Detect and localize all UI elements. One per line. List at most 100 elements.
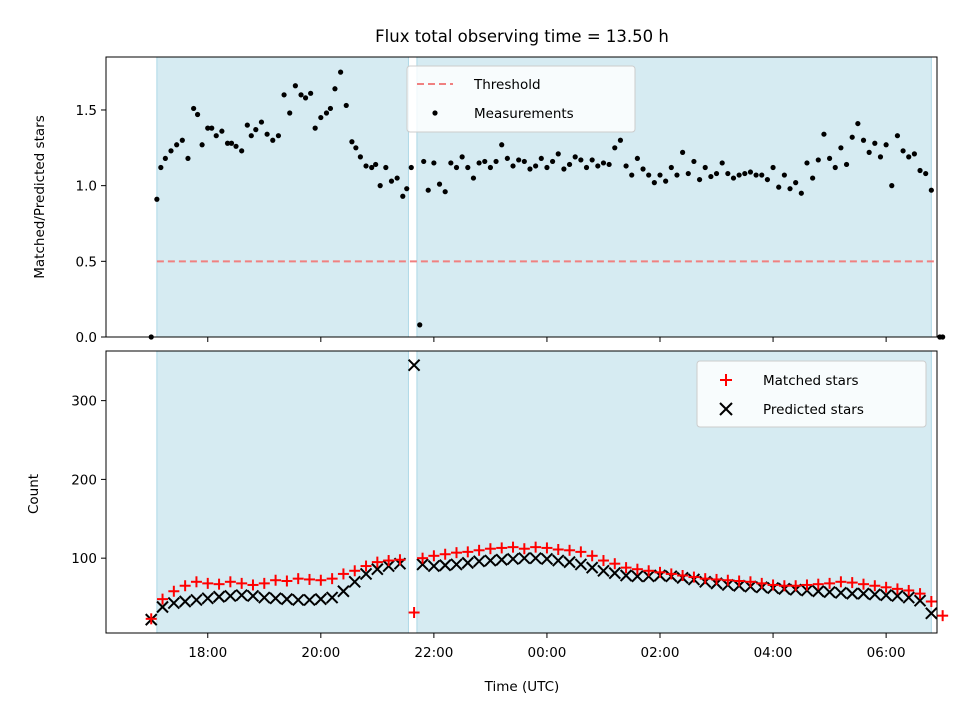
predicted-star-point xyxy=(438,559,452,572)
matched-star-point xyxy=(937,610,949,622)
matched-star-point xyxy=(812,578,824,590)
predicted-stroke xyxy=(359,567,373,581)
predicted-star-point xyxy=(891,589,904,603)
matched-star-point xyxy=(846,577,858,589)
matched-star-point xyxy=(408,607,420,619)
predicted-star-point xyxy=(619,569,633,582)
count-panel: 100 200 300 18:00 20:00 22:00 00:00 02:00 04:00 0… xyxy=(71,350,949,661)
predicted-star-point xyxy=(902,591,915,604)
matched-star-point xyxy=(190,576,202,588)
measurement-point xyxy=(527,166,533,172)
measurement-point xyxy=(764,176,771,183)
measurement-point xyxy=(940,334,946,340)
measurement-point xyxy=(612,145,618,151)
matched-star-point xyxy=(371,556,383,568)
predicted-stroke xyxy=(269,592,282,605)
measurement-point xyxy=(400,193,406,199)
predicted-star-point xyxy=(552,554,565,567)
matched-star-point xyxy=(778,580,790,592)
measurement-point xyxy=(821,131,827,137)
predicted-stroke xyxy=(823,585,836,599)
measurement-point xyxy=(691,158,697,165)
predicted-stroke xyxy=(506,552,520,566)
matched-star-point xyxy=(337,568,349,580)
matched-star-point xyxy=(597,555,609,567)
measurement-point xyxy=(719,160,725,166)
matched-star-point xyxy=(586,550,598,562)
measurement-point xyxy=(275,133,282,139)
matched-star-point xyxy=(236,577,248,589)
legend-matched-label: Matched stars xyxy=(763,373,859,389)
measurement-point xyxy=(353,145,359,151)
measurement-point xyxy=(804,160,810,166)
matched-star-point xyxy=(157,593,169,605)
matched-star-point xyxy=(880,581,892,593)
x-tick-label: 00:00 xyxy=(527,645,566,661)
predicted-stroke xyxy=(812,585,825,598)
predicted-stroke xyxy=(563,555,576,569)
matched-star-point xyxy=(575,546,587,558)
measurement-point xyxy=(798,190,804,196)
measurement-point xyxy=(810,175,816,181)
measurement-point xyxy=(617,137,624,143)
measurement-point xyxy=(431,160,437,166)
measurement-point xyxy=(318,114,324,121)
measurement-point xyxy=(213,133,219,139)
matched-star-point xyxy=(450,547,462,559)
predicted-star-point xyxy=(416,558,429,571)
measurement-point xyxy=(578,157,584,163)
measurement-point xyxy=(849,134,855,140)
measurement-point xyxy=(373,161,379,168)
x-tick-label: 20:00 xyxy=(301,645,340,661)
measurement-point xyxy=(866,149,872,155)
matched-star-point xyxy=(168,585,180,597)
predicted-star-point xyxy=(563,555,576,569)
predicted-stroke xyxy=(597,564,610,577)
measurement-point xyxy=(219,128,225,134)
matched-star-point xyxy=(473,544,485,556)
predicted-star-point xyxy=(337,585,350,598)
predicted-star-point xyxy=(845,587,859,600)
predicted-star-point xyxy=(800,584,814,597)
predicted-star-point xyxy=(857,587,870,600)
measurement-point xyxy=(253,127,259,133)
measurement-point xyxy=(470,175,477,181)
plot-area xyxy=(156,351,932,633)
predicted-stroke xyxy=(495,553,508,566)
measurement-point xyxy=(302,95,309,101)
measurement-point xyxy=(281,92,287,98)
matched-star-point xyxy=(360,560,372,572)
matched-star-point xyxy=(530,541,542,553)
measurement-point xyxy=(448,160,454,166)
matched-star-point xyxy=(869,580,881,592)
measurement-point xyxy=(911,151,917,157)
measurement-point xyxy=(906,154,912,160)
measurement-point xyxy=(555,151,561,157)
measurement-point xyxy=(338,69,344,75)
measurement-point xyxy=(158,164,164,171)
measurement-point xyxy=(205,125,211,131)
predicted-star-point xyxy=(495,553,508,566)
predicted-star-point xyxy=(461,556,475,570)
matched-star-point xyxy=(609,558,621,570)
y-tick-label: 300 xyxy=(71,394,97,410)
measurement-point xyxy=(504,155,510,162)
matched-star-point xyxy=(202,577,214,589)
measurement-point xyxy=(736,172,742,178)
predicted-star-point xyxy=(359,567,373,581)
predicted-stroke xyxy=(382,559,395,573)
measurement-point xyxy=(442,189,448,195)
predicted-stroke xyxy=(484,554,497,567)
predicted-stroke xyxy=(585,561,599,574)
matched-star-point xyxy=(394,554,406,566)
predicted-star-point xyxy=(407,358,421,372)
measurement-point xyxy=(742,170,748,177)
measurement-point xyxy=(417,322,423,328)
measurement-point xyxy=(815,157,821,163)
matched-star-point xyxy=(541,542,553,554)
measurement-point xyxy=(298,92,304,98)
predicted-stroke xyxy=(416,558,429,571)
y-tick-label: 1.0 xyxy=(76,179,97,195)
predicted-star-point xyxy=(167,596,181,610)
measurement-point xyxy=(487,164,494,171)
